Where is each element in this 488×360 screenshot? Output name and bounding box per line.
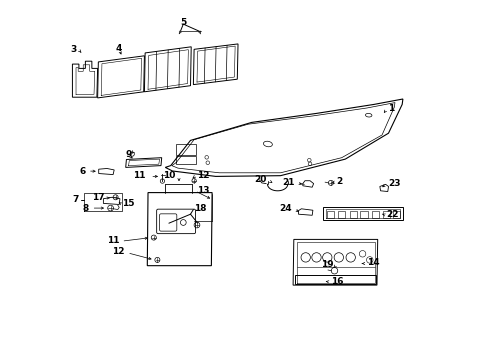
Text: 24: 24 [279,204,291,213]
Text: 8: 8 [82,204,89,212]
Polygon shape [294,275,375,284]
Text: 6: 6 [80,166,86,175]
Text: 11: 11 [106,236,119,245]
Polygon shape [72,61,98,97]
Polygon shape [125,158,162,167]
Bar [360,211,367,218]
FancyBboxPatch shape [159,214,177,231]
Polygon shape [98,56,144,98]
Text: 19: 19 [321,260,333,269]
Polygon shape [193,44,238,85]
Text: 2: 2 [336,177,342,186]
Bar [382,211,389,218]
Polygon shape [322,207,402,220]
Text: 12: 12 [112,248,125,256]
Text: 13: 13 [197,186,209,194]
Polygon shape [298,209,312,215]
Text: 20: 20 [254,175,266,184]
Text: 18: 18 [194,204,206,213]
Text: 11: 11 [133,171,145,180]
Text: 4: 4 [116,44,122,53]
Text: 14: 14 [366,258,379,267]
Text: 1: 1 [387,104,394,113]
Text: 9: 9 [125,150,131,158]
Bar [337,211,345,218]
Bar [349,211,356,218]
Text: 17: 17 [92,193,104,202]
Polygon shape [165,99,402,176]
Text: 16: 16 [330,277,343,286]
Bar [326,211,334,218]
Text: 3: 3 [71,45,77,54]
Text: 21: 21 [282,177,294,186]
Polygon shape [103,197,120,204]
Bar [371,211,378,218]
FancyBboxPatch shape [156,209,195,234]
Text: 7: 7 [72,195,79,204]
Text: 12: 12 [197,171,209,180]
Polygon shape [147,193,212,266]
Polygon shape [292,239,377,285]
Text: 23: 23 [387,179,400,188]
Polygon shape [379,184,387,192]
Text: 5: 5 [180,18,186,27]
Bar [392,211,399,218]
Text: 22: 22 [386,210,398,219]
Bar [176,144,196,155]
Polygon shape [99,168,114,175]
Text: 15: 15 [122,199,134,208]
Text: 10: 10 [163,171,175,180]
Polygon shape [302,181,313,187]
Polygon shape [144,47,191,92]
Bar [176,156,196,164]
